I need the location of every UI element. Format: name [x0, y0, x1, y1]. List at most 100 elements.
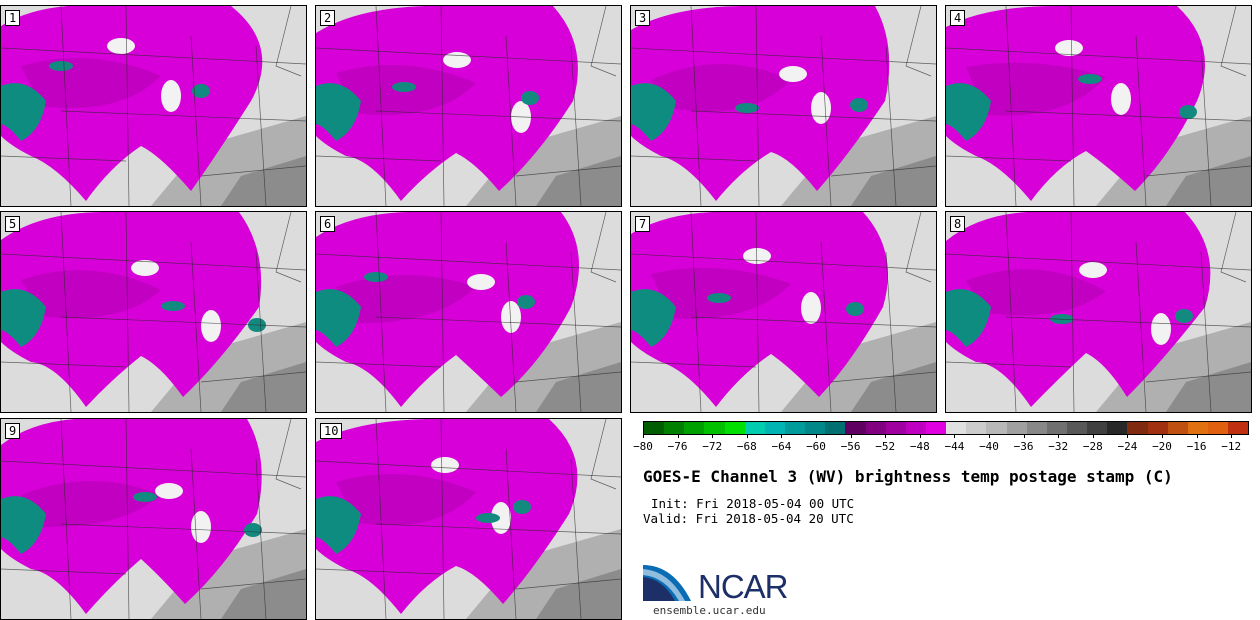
- colorbar-tick-label: −56: [840, 440, 861, 453]
- map-boundary-line: [830, 371, 936, 383]
- chart-title: GOES-E Channel 3 (WV) brightness temp po…: [643, 467, 1173, 486]
- cold-cloud-top: [316, 83, 361, 141]
- valid-time: Valid: Fri 2018-05-04 20 UTC: [643, 511, 854, 526]
- colorbar-swatch: [644, 422, 665, 434]
- dry-air-region: [851, 362, 936, 412]
- colorbar-swatch: [1046, 422, 1067, 434]
- map-boundary-line: [60, 212, 72, 412]
- map-boundary-line: [316, 47, 621, 65]
- map-boundary-line: [255, 458, 267, 619]
- water-vapor-map-2: [316, 6, 621, 206]
- map-boundary-line: [200, 578, 306, 590]
- colorbar-tick-mark: [850, 434, 852, 438]
- postage-stamp-panel-6: 6: [315, 211, 622, 413]
- cold-cloud-top: [1078, 74, 1102, 84]
- moist-region: [336, 474, 476, 526]
- map-boundary-line: [905, 212, 932, 283]
- colorbar-tick-mark: [1092, 434, 1094, 438]
- colorbar-tick-mark: [989, 434, 990, 438]
- dry-slot: [155, 483, 183, 499]
- logo-url: ensemble.ucar.edu: [653, 604, 766, 617]
- colorbar-tick-label: −72: [702, 440, 723, 453]
- map-boundary-line: [505, 448, 517, 619]
- colorbar-swatch: [1147, 422, 1168, 434]
- map-boundary-line: [885, 45, 897, 206]
- map-boundary-line: [570, 45, 582, 206]
- postage-stamp-panel-8: 8: [945, 211, 1252, 413]
- dry-slot: [161, 80, 181, 112]
- postage-stamp-panel-10: 10: [315, 418, 622, 620]
- map-boundary-line: [60, 316, 306, 328]
- colorbar-swatch: [1228, 422, 1249, 434]
- map-boundary-line: [590, 419, 617, 490]
- colorbar-tick-label: −80: [633, 440, 653, 453]
- map-boundary-line: [830, 165, 936, 177]
- moist-region: [651, 64, 791, 112]
- colorbar-swatch: [986, 422, 1007, 434]
- map-boundary-line: [125, 6, 130, 206]
- colorbar-swatch: [865, 422, 886, 434]
- colorbar-swatch: [805, 422, 826, 434]
- colorbar-swatch: [724, 422, 745, 434]
- colorbar-tick-label: −32: [1048, 440, 1069, 453]
- map-boundary-line: [690, 212, 702, 412]
- colorbar-swatch: [664, 422, 685, 434]
- map-boundary-line: [60, 110, 306, 122]
- map-boundary-line: [505, 241, 517, 412]
- moist-region: [631, 6, 890, 201]
- cold-cloud-top: [1179, 105, 1197, 119]
- map-boundary-line: [1145, 165, 1251, 177]
- colorbar-swatch: [825, 422, 846, 434]
- map-boundary-line: [885, 251, 897, 412]
- map-boundary-line: [275, 212, 302, 283]
- map-boundary-line: [946, 155, 1072, 162]
- map-boundary-line: [1005, 212, 1017, 412]
- map-boundary-line: [820, 241, 832, 412]
- colorbar-tick-label: −60: [806, 440, 826, 453]
- cold-cloud-top: [946, 289, 991, 347]
- dry-slot: [1055, 40, 1083, 56]
- colorbar-tick-mark: [919, 434, 921, 438]
- map-boundary-line: [755, 212, 760, 412]
- cold-cloud-top: [161, 301, 185, 311]
- cold-cloud-top: [521, 91, 539, 105]
- postage-stamp-panel-3: 3: [630, 5, 937, 207]
- map-boundary-line: [1135, 35, 1147, 206]
- cold-cloud-top: [735, 103, 759, 113]
- colorbar-swatch: [684, 422, 705, 434]
- water-vapor-map-1: [1, 6, 306, 206]
- moist-region: [1, 419, 262, 614]
- postage-stamp-panel-2: 2: [315, 5, 622, 207]
- colorbar-swatch: [1167, 422, 1188, 434]
- map-boundary-line: [190, 448, 202, 619]
- colorbar-tick-label: −36: [1013, 440, 1034, 453]
- map-boundary-line: [1220, 212, 1247, 283]
- dry-slot: [443, 52, 471, 68]
- map-boundary-line: [375, 6, 387, 206]
- cold-cloud-top: [316, 289, 361, 347]
- map-boundary-line: [631, 47, 936, 65]
- map-boundary-line: [631, 361, 757, 368]
- map-boundary-line: [1220, 6, 1247, 77]
- colorbar-tick-mark: [1162, 434, 1163, 438]
- map-boundary-line: [590, 212, 617, 283]
- cold-cloud-top: [1, 83, 46, 141]
- colorbar-tick-label: −28: [1082, 440, 1103, 453]
- cold-cloud-top: [1175, 309, 1193, 323]
- map-boundary-line: [690, 110, 936, 122]
- panel-number: 8: [950, 216, 966, 232]
- postage-stamp-panel-1: 1: [0, 5, 307, 207]
- panel-number: 3: [635, 10, 651, 26]
- colorbar-swatch: [1006, 422, 1027, 434]
- postage-stamp-panel-5: 5: [0, 211, 307, 413]
- dry-slot: [131, 260, 159, 276]
- panel-number: 5: [5, 216, 21, 232]
- map-boundary-line: [505, 35, 517, 206]
- dry-air-region: [221, 156, 306, 206]
- moist-region: [946, 6, 1206, 201]
- map-boundary-line: [590, 6, 617, 77]
- colorbar-tick-label: −48: [909, 440, 930, 453]
- water-vapor-map-10: [316, 419, 621, 619]
- colorbar-tick-mark: [643, 434, 644, 438]
- colorbar-tick-mark: [746, 434, 748, 438]
